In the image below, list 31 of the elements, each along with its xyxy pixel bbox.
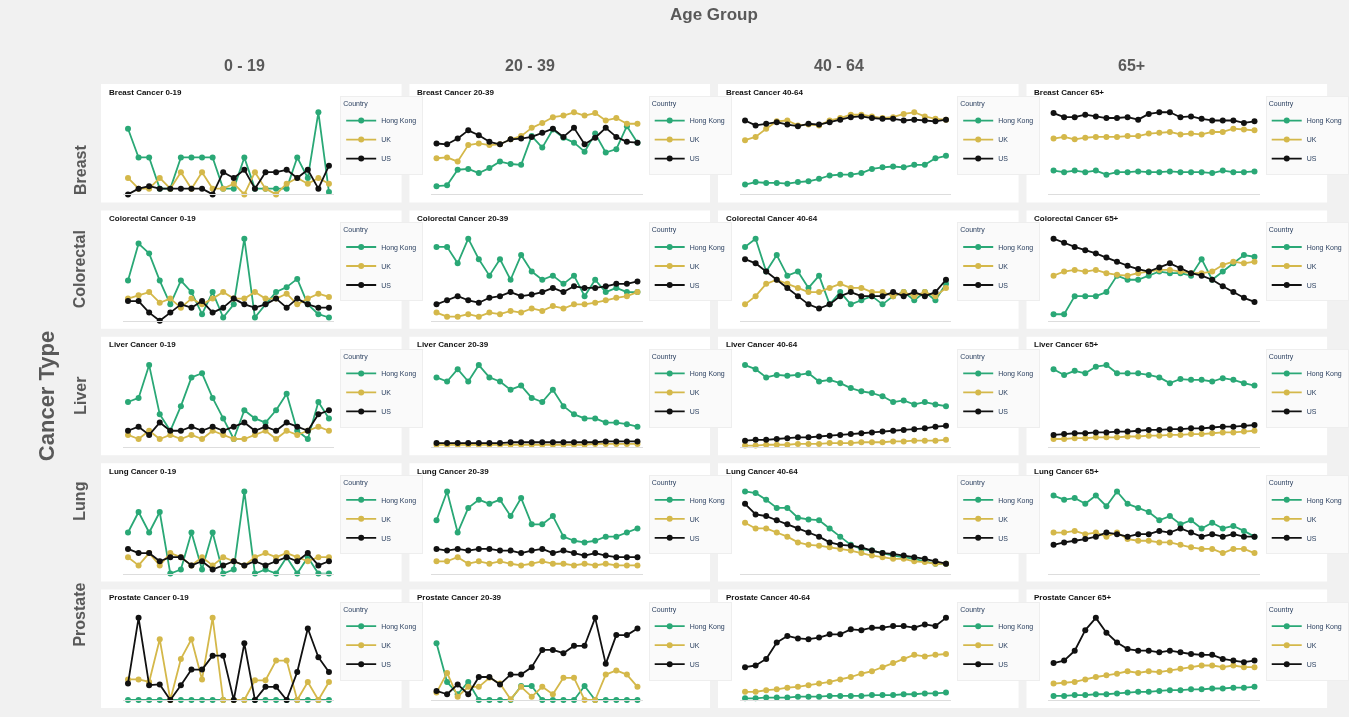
text: Cancer Type <box>34 330 60 462</box>
category-label: Liver <box>71 376 89 415</box>
chart-title: Prostate Cancer 40-64 <box>726 593 811 602</box>
category-label: 65+ <box>1118 57 1146 74</box>
chart-title: Liver Cancer 0-19 <box>109 340 177 349</box>
chart-title: Prostate Cancer 20-39 <box>417 593 502 602</box>
chart-title: Liver Cancer 65+ <box>1034 340 1099 349</box>
category-label: 0 - 19 <box>224 57 266 74</box>
category-label: Lung <box>70 481 88 521</box>
chart-title: Prostate Cancer 65+ <box>1034 593 1112 602</box>
chart-title: Colorectal Cancer 20-39 <box>417 214 509 223</box>
chart-title: Colorectal Cancer 65+ <box>1034 214 1119 223</box>
category-label: Colorectal <box>71 230 89 309</box>
text: Age Group <box>670 5 758 24</box>
category-label: Breast <box>71 145 89 195</box>
category-label: 40 - 64 <box>814 57 864 74</box>
chart-title: Prostate Cancer 0-19 <box>109 593 190 602</box>
chart-title: Breast Cancer 40-64 <box>726 88 804 97</box>
chart-title: Liver Cancer 20-39 <box>417 340 489 349</box>
chart-title: Liver Cancer 40-64 <box>726 340 798 349</box>
category-label: 20 - 39 <box>505 57 555 74</box>
chart-title: Breast Cancer 0-19 <box>109 88 183 97</box>
chart-title: Breast Cancer 65+ <box>1034 88 1105 97</box>
chart-title: Lung Cancer 0-19 <box>109 467 177 476</box>
chart-title: Lung Cancer 40-64 <box>726 467 799 476</box>
category-label: Prostate <box>70 582 88 647</box>
chart-title: Lung Cancer 20-39 <box>417 467 490 476</box>
chart-title: Colorectal Cancer 0-19 <box>109 214 197 223</box>
chart-title: Lung Cancer 65+ <box>1034 467 1100 476</box>
chart-title: Colorectal Cancer 40-64 <box>726 214 818 223</box>
chart-title: Breast Cancer 20-39 <box>417 88 495 97</box>
